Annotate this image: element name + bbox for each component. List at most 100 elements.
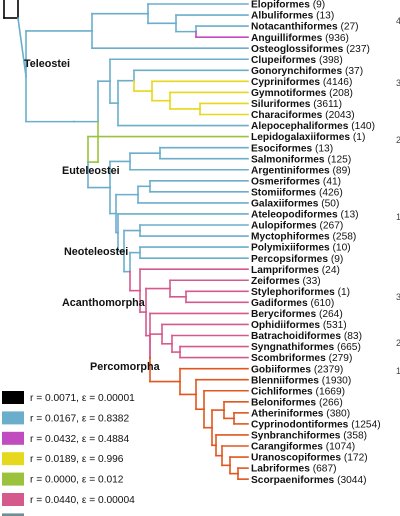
leaf-carangiformes: Carangiformes (1074) (251, 442, 355, 453)
leaf-count: (1074) (323, 442, 355, 453)
leaf-myctophiformes: Myctophiformes (258) (251, 232, 356, 243)
leaf-name: Characiformes (251, 110, 323, 121)
leaf-albuliformes: Albuliformes (13) (251, 11, 334, 22)
leaf-name: Stylephoriformes (251, 287, 335, 298)
legend-label: r = 0.0189, ε = 0.996 (30, 454, 124, 465)
legend-swatch (2, 411, 24, 425)
edge-digit: 3 (396, 78, 400, 88)
leaf-osmeriformes: Osmeriformes (41) (251, 176, 341, 187)
leaf-stomiiformes: Stomiiformes (426) (251, 187, 343, 198)
leaf-name: Galaxiiformes (251, 199, 319, 210)
leaf-count: (37) (342, 66, 363, 77)
leaf-name: Alepocephaliformes (251, 121, 349, 132)
leaf-name: Myctophiformes (251, 232, 330, 243)
leaf-count: (267) (317, 221, 344, 232)
leaf-percopsiformes: Percopsiformes (9) (251, 254, 343, 265)
leaf-count: (125) (325, 154, 352, 165)
legend-label: r = 0.0000, ε = 0.012 (30, 475, 124, 486)
leaf-count: (258) (330, 232, 357, 243)
legend-swatch (2, 391, 24, 404)
leaf-count: (50) (318, 199, 339, 210)
leaf-count: (13) (338, 210, 359, 221)
leaf-count: (279) (326, 353, 353, 364)
leaf-gadiformes: Gadiformes (610) (251, 298, 334, 309)
leaf-cypriniformes: Cypriniformes (4146) (251, 77, 352, 88)
leaf-count: (426) (316, 187, 343, 198)
legend-swatch (2, 493, 24, 506)
leaf-count: (398) (316, 55, 343, 66)
leaf-count: (380) (323, 408, 350, 419)
leaf-name: Uranoscopiformes (251, 453, 341, 464)
leaf-count: (264) (316, 309, 343, 320)
leaf-count: (1) (350, 132, 365, 143)
leaf-cichliformes: Cichliformes (1669) (251, 386, 345, 397)
leaf-name: Argentiniformes (251, 165, 330, 176)
leaf-name: Cichliformes (251, 386, 313, 397)
leaf-count: (27) (338, 22, 359, 33)
clade-labels: Teleostei Euteleostei Neoteleostei Acanthom… (24, 58, 161, 373)
legend-label: r = 0.0440, ε = 0.00004 (30, 495, 135, 506)
leaf-name: Ophidiiformes (251, 320, 320, 331)
leaf-name: Atheriniformes (251, 408, 324, 419)
leaf-name: Siluriformes (251, 99, 311, 110)
leaf-name: Labriformes (251, 464, 310, 475)
leaf-count: (531) (320, 320, 347, 331)
edge-digit: 4 (396, 16, 400, 26)
clade-label-acanthomorpha: Acanthomorpha (62, 297, 146, 309)
leaf-name: Zeiformes (251, 276, 300, 287)
leaf-cyprinodontiformes: Cyprinodontiformes (1254) (251, 420, 381, 431)
leaf-name: Osmeriformes (251, 176, 320, 187)
leaf-name: Scorpaeniformes (251, 475, 335, 486)
leaf-ateleopodiformes: Ateleopodiformes (13) (251, 210, 359, 221)
leaf-name: Synbranchiformes (251, 431, 341, 442)
leaf-count: (1254) (348, 420, 380, 431)
leaf-count: (3044) (334, 475, 366, 486)
leaf-siluriformes: Siluriformes (3611) (251, 99, 342, 110)
leaf-elopiformes: Elopiformes (9) (251, 0, 325, 11)
legend-swatch (2, 513, 24, 516)
leaf-name: Notacanthiformes (251, 22, 338, 33)
leaf-name: Osteoglossiformes (251, 44, 344, 55)
leaf-uranoscopiformes: Uranoscopiformes (172) (251, 453, 368, 464)
leaf-salmoniformes: Salmoniformes (125) (251, 154, 351, 165)
root-connector (17, 17, 27, 78)
leaf-count: (237) (343, 44, 370, 55)
leaf-lampriformes: Lampriformes (24) (251, 265, 340, 276)
clade-label-euteleostei: Euteleostei (62, 165, 120, 177)
leaf-scorpaeniformes: Scorpaeniformes (3044) (251, 475, 367, 486)
legend-label: r = 0.0071, ε = 0.00001 (30, 393, 135, 404)
edge-digit: 1 (396, 212, 400, 222)
leaf-name: Gobiiformes (251, 364, 311, 375)
leaf-name: Cyprinodontiformes (251, 420, 349, 431)
leaf-lepidogalaxiiformes: Lepidogalaxiiformes (1) (251, 132, 365, 143)
leaf-name: Gymnotiformes (251, 88, 327, 99)
leaf-esociformes: Esociformes (13) (251, 143, 333, 154)
rate-legend: r = 0.0071, ε = 0.00001 r = 0.0167, ε = 0… (2, 391, 135, 516)
leaf-notacanthiformes: Notacanthiformes (27) (251, 22, 359, 33)
right-edge-digits: 4 3 2 1 3 2 1 (396, 16, 400, 376)
clade-label-percomorpha: Percomorpha (90, 361, 161, 373)
leaf-gonorynchiformes: Gonorynchiformes (37) (251, 66, 363, 77)
leaf-name: Anguilliformes (251, 33, 323, 44)
leaf-name: Stomiiformes (251, 187, 316, 198)
leaf-count: (208) (326, 88, 353, 99)
leaf-count: (140) (348, 121, 375, 132)
leaf-name: Ateleopodiformes (251, 210, 338, 221)
leaf-batrachoidiformes: Batrachoidiformes (83) (251, 331, 362, 342)
leaf-name: Syngnathiformes (251, 342, 335, 353)
edge-digit: 1 (396, 366, 400, 376)
leaf-labels: Elopiformes (9)Albuliformes (13)Notacant… (251, 0, 381, 486)
leaf-name: Albuliformes (251, 11, 314, 22)
leaf-count: (4146) (320, 77, 352, 88)
leaf-zeiformes: Zeiformes (33) (251, 276, 321, 287)
leaf-count: (665) (334, 342, 361, 353)
legend-swatch (2, 452, 24, 466)
clade-label-neoteleostei: Neoteleostei (64, 246, 128, 258)
leaf-count: (610) (308, 298, 335, 309)
legend-label: r = 0.0167, ε = 0.8382 (30, 413, 129, 424)
leaf-count: (24) (319, 265, 340, 276)
leaf-count: (13) (312, 143, 333, 154)
leaf-beloniformes: Beloniformes (266) (251, 397, 343, 408)
leaf-count: (89) (330, 165, 351, 176)
